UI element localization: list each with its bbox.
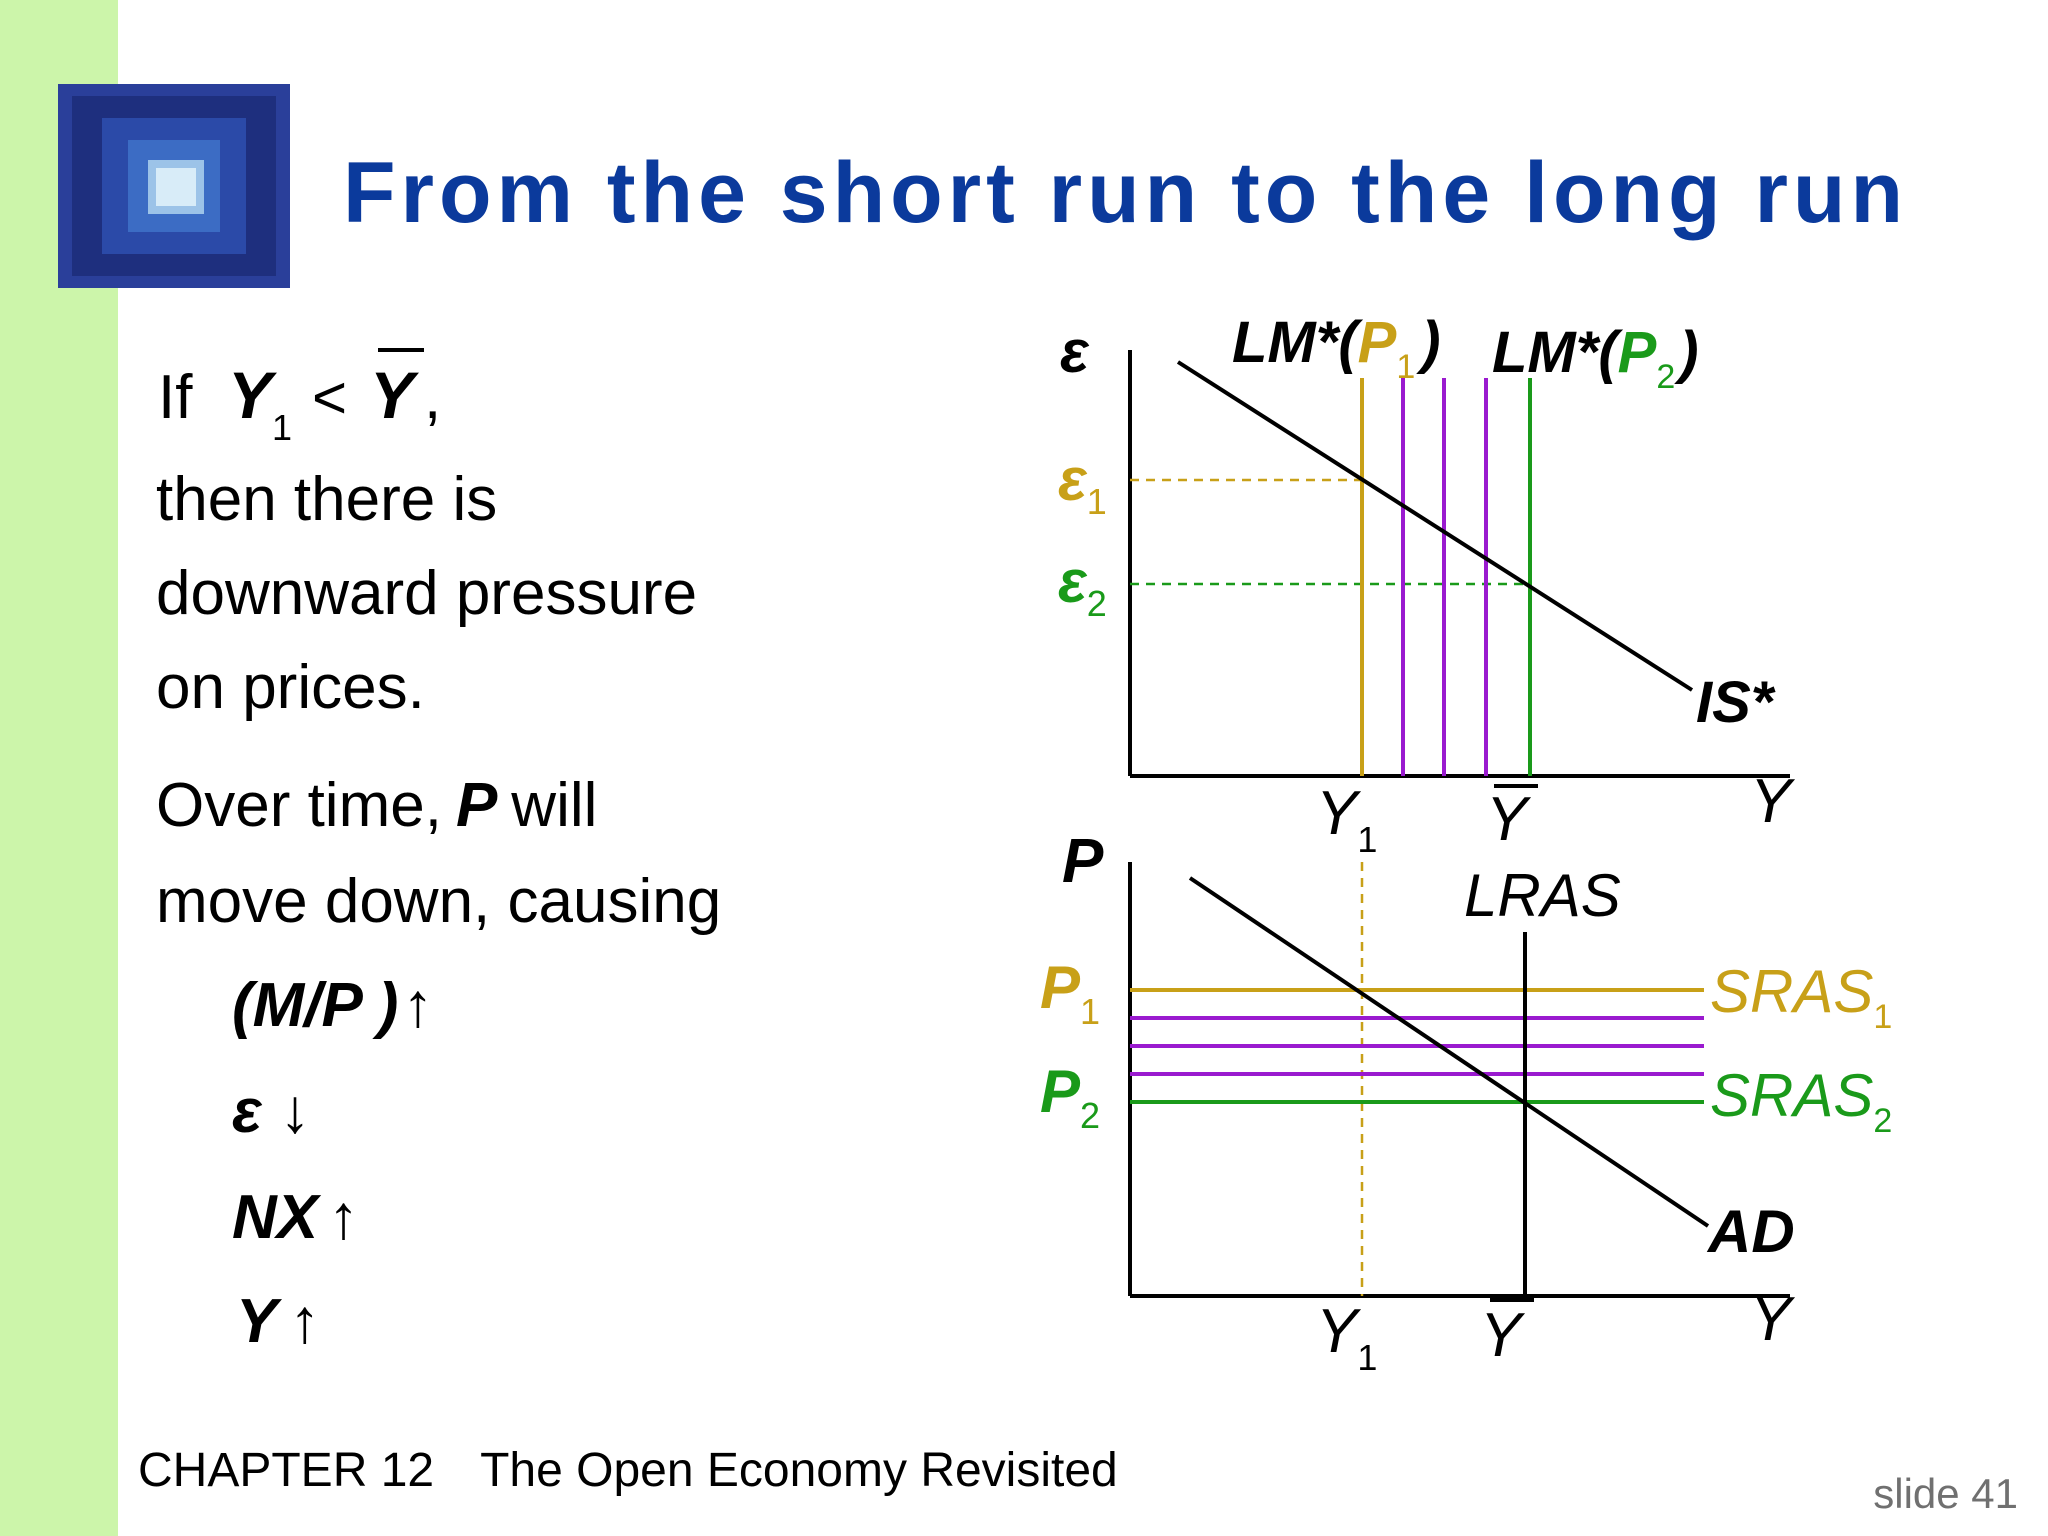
cond-ybar: Y <box>370 358 419 432</box>
ad-as-y-axis-label: P <box>1062 827 1104 896</box>
cond-comma: , <box>424 363 441 432</box>
page-title: From the short run to the long run <box>343 145 1908 241</box>
window-logo-image <box>58 84 290 288</box>
is-lm-ybar-tick: Y <box>1486 785 1532 854</box>
sras2-label: SRAS2 <box>1710 1062 1892 1140</box>
lm-p1-label: LM*(P1) <box>1232 310 1441 386</box>
ad-as-chart: P LRAS AD SRAS1 SRAS2 P1 P2 Y1 Y Y <box>1040 827 1892 1378</box>
cond-less-than: < <box>312 364 347 431</box>
condition-line: If Y 1 < Y , <box>158 348 441 448</box>
cond-y1: Y <box>228 358 277 432</box>
lm-p2-label: LM*(P2) <box>1492 320 1699 396</box>
ad-curve <box>1188 876 1710 1228</box>
ad-as-y1-tick: Y1 <box>1316 1297 1377 1378</box>
body-line-3: downward pressure <box>156 559 697 628</box>
body-para2-line2: move down, causing <box>156 867 721 936</box>
p1-label: P1 <box>1040 954 1100 1032</box>
p2-label: P2 <box>1040 1058 1100 1136</box>
effect-mp: (M/P )↑ <box>232 971 433 1040</box>
if-word: If <box>158 363 193 432</box>
body-line-4: on prices. <box>156 653 425 722</box>
footer-chapter: CHAPTER 12 The Open Economy Revisited <box>138 1443 1118 1498</box>
lras-label: LRAS <box>1464 862 1621 929</box>
effect-epsilon: ε ↓ <box>232 1077 311 1146</box>
is-lm-y-axis-label: ε <box>1060 318 1090 385</box>
ad-as-x-axis-label: Y <box>1750 1285 1796 1354</box>
ad-as-ybar-tick: Y <box>1480 1301 1526 1370</box>
epsilon2-label: ε2 <box>1058 548 1107 624</box>
is-curve <box>1176 360 1694 692</box>
effect-nx: NX ↑ <box>232 1183 359 1252</box>
body-line-2: then there is <box>156 465 497 534</box>
is-lm-x-axis-label: Y <box>1750 767 1796 836</box>
ad-curve-label: AD <box>1706 1198 1795 1265</box>
slide-number: slide 41 <box>1873 1470 2018 1517</box>
epsilon1-label: ε1 <box>1058 446 1107 522</box>
effect-y: Y ↑ <box>236 1287 320 1356</box>
cond-y1-sub: 1 <box>272 407 292 448</box>
footer-chapter-title: The Open Economy Revisited <box>480 1444 1118 1497</box>
is-curve-label: IS* <box>1696 670 1776 735</box>
effects-list: (M/P )↑ ε ↓ NX ↑ Y ↑ <box>232 971 433 1356</box>
is-lm-chart: ε IS* LM*(P1) LM*(P2) ε1 ε2 Y1 Y Y <box>1058 310 1796 860</box>
is-lm-y1-tick: Y1 <box>1316 779 1377 860</box>
sras1-label: SRAS1 <box>1710 958 1892 1036</box>
footer-chapter-number: CHAPTER 12 <box>138 1444 435 1497</box>
